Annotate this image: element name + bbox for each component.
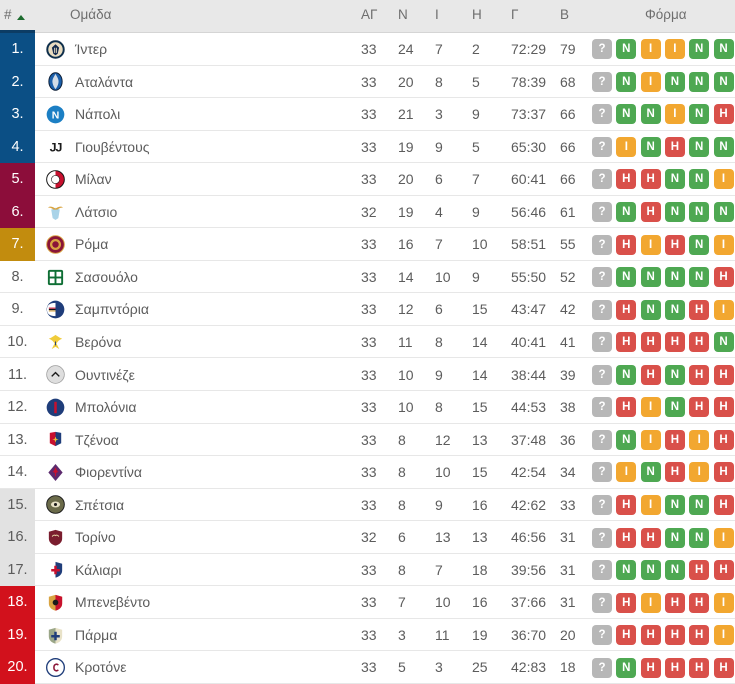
- svg-text:N: N: [52, 110, 60, 121]
- svg-text:JJ: JJ: [50, 141, 63, 155]
